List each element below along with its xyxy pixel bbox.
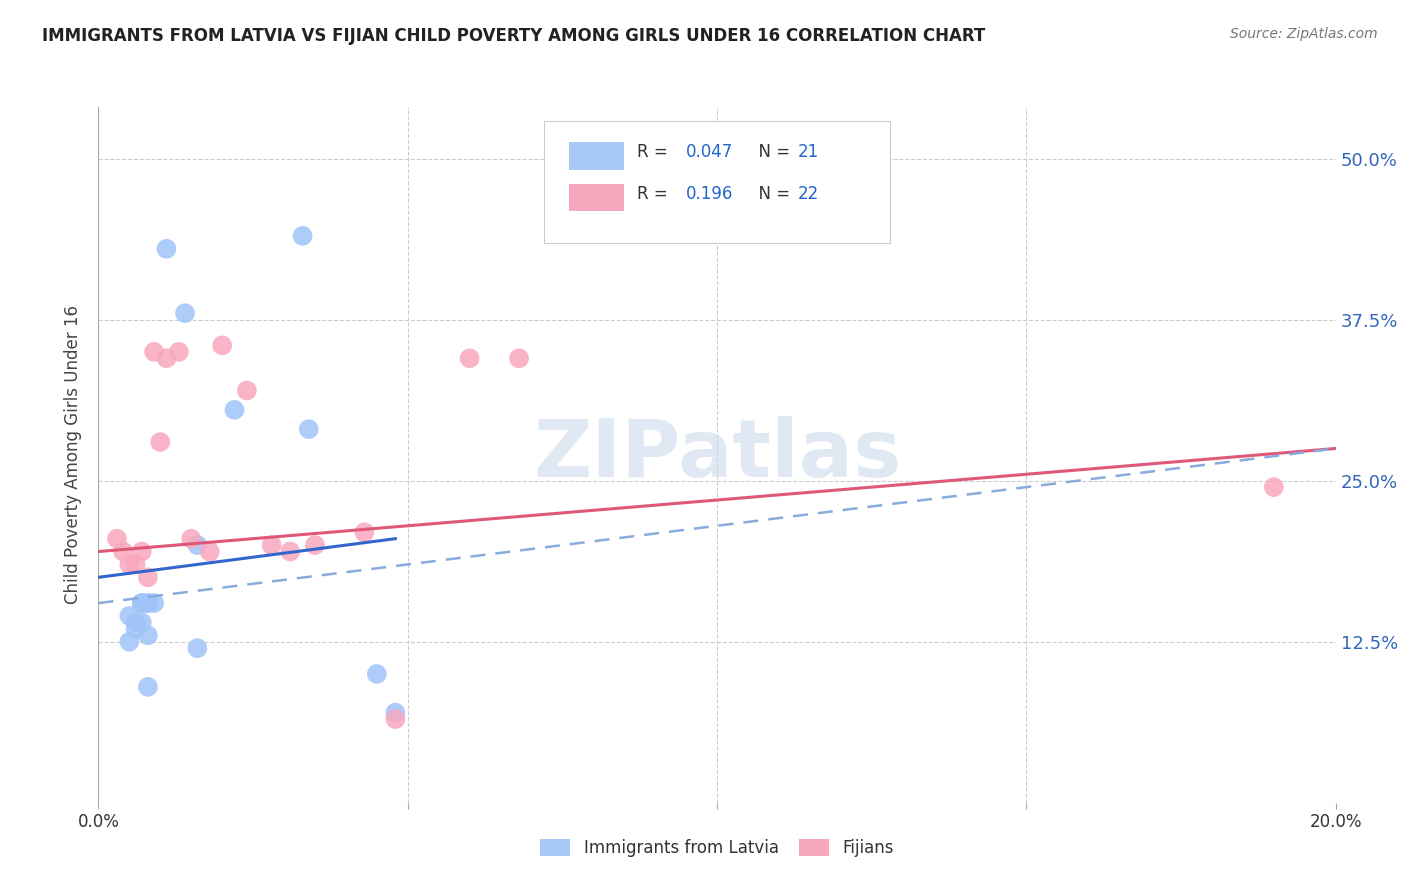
Point xyxy=(508,351,530,366)
Point xyxy=(149,435,172,450)
Point xyxy=(236,384,259,398)
Point xyxy=(155,351,177,366)
Point xyxy=(112,544,135,558)
Point xyxy=(198,544,221,558)
Text: 21: 21 xyxy=(797,144,818,161)
Y-axis label: Child Poverty Among Girls Under 16: Child Poverty Among Girls Under 16 xyxy=(65,305,83,605)
Point xyxy=(143,596,166,610)
Text: R =: R = xyxy=(637,185,672,203)
Point xyxy=(143,344,166,359)
Text: 22: 22 xyxy=(797,185,818,203)
Point xyxy=(124,622,146,636)
Point xyxy=(118,558,141,572)
Point xyxy=(167,344,190,359)
Point xyxy=(366,667,388,681)
Point xyxy=(136,570,159,584)
Point xyxy=(1263,480,1285,494)
Point xyxy=(298,422,321,436)
Point xyxy=(131,596,153,610)
Point xyxy=(278,544,301,558)
FancyBboxPatch shape xyxy=(568,184,624,211)
Point xyxy=(211,338,233,352)
Point xyxy=(118,634,141,648)
FancyBboxPatch shape xyxy=(544,121,890,243)
Legend: Immigrants from Latvia, Fijians: Immigrants from Latvia, Fijians xyxy=(534,832,900,864)
Point xyxy=(291,228,314,243)
Text: N =: N = xyxy=(748,144,796,161)
Point xyxy=(384,706,406,720)
Point xyxy=(131,615,153,630)
Point xyxy=(458,351,481,366)
Point xyxy=(186,641,208,656)
Text: R =: R = xyxy=(637,144,672,161)
Point xyxy=(131,596,153,610)
Point xyxy=(224,402,246,417)
Point xyxy=(353,525,375,540)
Point xyxy=(136,628,159,642)
Text: IMMIGRANTS FROM LATVIA VS FIJIAN CHILD POVERTY AMONG GIRLS UNDER 16 CORRELATION : IMMIGRANTS FROM LATVIA VS FIJIAN CHILD P… xyxy=(42,27,986,45)
Point xyxy=(174,306,197,320)
Point xyxy=(124,558,146,572)
Point xyxy=(136,596,159,610)
Text: Source: ZipAtlas.com: Source: ZipAtlas.com xyxy=(1230,27,1378,41)
Point xyxy=(118,609,141,624)
Point xyxy=(180,532,202,546)
Point xyxy=(136,680,159,694)
Point xyxy=(304,538,326,552)
Point xyxy=(131,544,153,558)
Point xyxy=(136,596,159,610)
Point xyxy=(186,538,208,552)
Point xyxy=(384,712,406,726)
Text: N =: N = xyxy=(748,185,796,203)
Text: 0.196: 0.196 xyxy=(686,185,734,203)
Text: ZIPatlas: ZIPatlas xyxy=(533,416,901,494)
Point xyxy=(105,532,128,546)
Point xyxy=(124,615,146,630)
FancyBboxPatch shape xyxy=(568,142,624,169)
Point xyxy=(155,242,177,256)
Text: 0.047: 0.047 xyxy=(686,144,734,161)
Point xyxy=(260,538,283,552)
